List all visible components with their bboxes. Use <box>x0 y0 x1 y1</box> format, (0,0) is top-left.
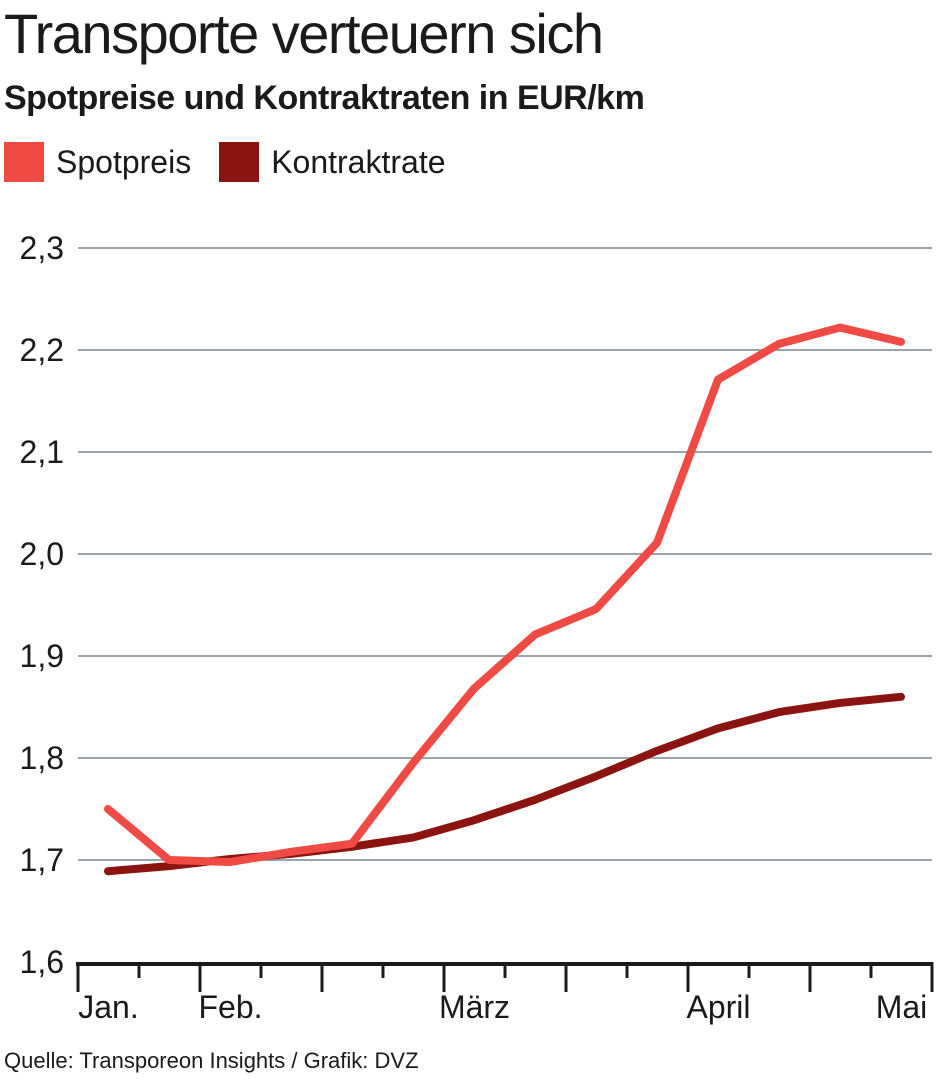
x-tick-label: März <box>439 989 510 1025</box>
y-tick-label: 2,2 <box>20 332 64 368</box>
legend-label-spotpreis: Spotpreis <box>56 144 192 180</box>
y-tick-label: 1,8 <box>20 740 64 776</box>
y-tick-label: 2,0 <box>20 536 64 572</box>
x-tick-label: Feb. <box>198 989 262 1025</box>
y-tick-label: 1,9 <box>20 638 64 674</box>
chart-legend: Spotpreis Kontraktrate <box>4 140 474 184</box>
series-line-kontraktrate <box>104 692 905 876</box>
source-note: Quelle: Transporeon Insights / Grafik: D… <box>4 1048 419 1073</box>
legend-swatch-spotpreis <box>4 142 44 182</box>
legend-label-kontraktrate: Kontraktrate <box>271 144 446 180</box>
y-tick-label: 1,7 <box>20 842 64 878</box>
series-line-spotpreis <box>104 323 905 867</box>
legend-swatch-kontraktrate <box>219 142 260 182</box>
y-tick-label: 2,3 <box>20 230 64 266</box>
x-tick-label: April <box>686 989 750 1025</box>
legend-item-spotpreis: Spotpreis <box>4 142 191 182</box>
chart-subtitle: Spotpreise und Kontraktraten in EUR/km <box>4 79 645 117</box>
legend-item-kontraktrate: Kontraktrate <box>219 142 446 182</box>
chart-title: Transporte verteuern sich <box>4 2 604 65</box>
x-tick-label: Jan. <box>78 989 138 1025</box>
y-tick-label: 1,6 <box>20 944 64 980</box>
x-tick-label: Mai <box>876 989 928 1025</box>
y-tick-label: 2,1 <box>20 434 64 470</box>
